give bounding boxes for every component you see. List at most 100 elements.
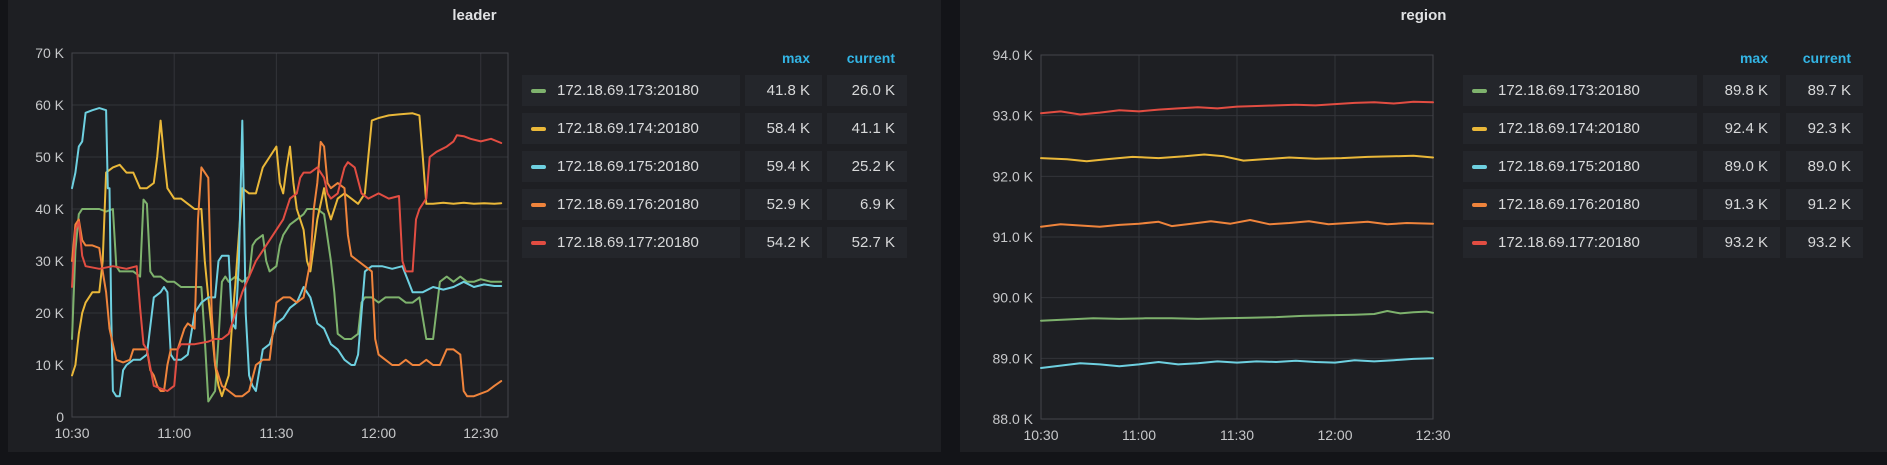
series-name: 172.18.69.173:20180 [1498, 82, 1640, 99]
series-max-value: 41.8 K [745, 75, 822, 106]
svg-text:12:30: 12:30 [1415, 427, 1450, 443]
series-max-value: 89.8 K [1703, 75, 1780, 106]
series-toggle[interactable]: 172.18.69.175:20180 [1463, 151, 1697, 182]
svg-text:10 K: 10 K [35, 357, 64, 373]
legend-row: 172.18.69.175:20180 89.0 K 89.0 K [1463, 151, 1863, 182]
svg-text:89.0 K: 89.0 K [993, 350, 1034, 366]
series-current-value: 25.2 K [827, 151, 907, 182]
svg-text:0: 0 [56, 409, 64, 425]
series-name: 172.18.69.176:20180 [1498, 196, 1640, 213]
series-name: 172.18.69.177:20180 [557, 234, 699, 251]
series-color-swatch [1472, 126, 1487, 131]
series-name: 172.18.69.175:20180 [557, 158, 699, 175]
leader-timeseries-chart[interactable]: 0 10 K 20 K 30 K 40 K 50 K 60 K 70 K 10:30 11:00 1… [8, 0, 941, 452]
series-color-swatch [1472, 202, 1487, 207]
legend-table-region: max current 172.18.69.173:20180 89.8 K 8… [1463, 46, 1863, 265]
series-max-value: 58.4 K [745, 113, 822, 144]
series-toggle[interactable]: 172.18.69.176:20180 [1463, 189, 1697, 220]
series-max-value: 52.9 K [745, 189, 822, 220]
series-toggle[interactable]: 172.18.69.177:20180 [522, 227, 740, 258]
legend-row: 172.18.69.176:20180 52.9 K 6.9 K [522, 189, 907, 220]
legend-table-leader: max current 172.18.69.173:20180 41.8 K 2… [522, 46, 907, 265]
legend-header-spacer [522, 46, 740, 70]
svg-text:11:30: 11:30 [1220, 427, 1254, 443]
series-color-swatch [1472, 240, 1487, 245]
legend-header-current[interactable]: current [1802, 50, 1851, 66]
svg-text:70 K: 70 K [35, 45, 64, 61]
legend-row: 172.18.69.177:20180 54.2 K 52.7 K [522, 227, 907, 258]
series-max-value: 91.3 K [1703, 189, 1780, 220]
series-toggle[interactable]: 172.18.69.173:20180 [522, 75, 740, 106]
legend-row: 172.18.69.177:20180 93.2 K 93.2 K [1463, 227, 1863, 258]
svg-text:11:30: 11:30 [259, 425, 293, 441]
panel-title-region[interactable]: region [1400, 7, 1447, 24]
series-color-swatch [531, 126, 546, 131]
series-color-swatch [1472, 164, 1487, 169]
legend-row: 172.18.69.176:20180 91.3 K 91.2 K [1463, 189, 1863, 220]
panel-title-leader[interactable]: leader [452, 7, 497, 24]
series-toggle[interactable]: 172.18.69.175:20180 [522, 151, 740, 182]
series-max-value: 92.4 K [1703, 113, 1780, 144]
legend-row: 172.18.69.174:20180 92.4 K 92.3 K [1463, 113, 1863, 144]
legend-row: 172.18.69.173:20180 89.8 K 89.7 K [1463, 75, 1863, 106]
series-name: 172.18.69.176:20180 [557, 196, 699, 213]
svg-text:10:30: 10:30 [54, 425, 89, 441]
series-toggle[interactable]: 172.18.69.173:20180 [1463, 75, 1697, 106]
series-current-value: 41.1 K [827, 113, 907, 144]
svg-text:12:00: 12:00 [1317, 427, 1352, 443]
series-name: 172.18.69.174:20180 [557, 120, 699, 137]
series-toggle[interactable]: 172.18.69.176:20180 [522, 189, 740, 220]
series-color-swatch [531, 202, 546, 207]
series-color-swatch [1472, 88, 1487, 93]
series-toggle[interactable]: 172.18.69.177:20180 [1463, 227, 1697, 258]
legend-header-max[interactable]: max [781, 50, 810, 66]
svg-text:12:30: 12:30 [463, 425, 498, 441]
svg-text:30 K: 30 K [35, 253, 64, 269]
series-current-value: 89.0 K [1786, 151, 1863, 182]
series-max-value: 93.2 K [1703, 227, 1780, 258]
legend-header-spacer [1463, 46, 1697, 70]
svg-text:40 K: 40 K [35, 201, 64, 217]
legend-row: 172.18.69.175:20180 59.4 K 25.2 K [522, 151, 907, 182]
series-color-swatch [531, 88, 546, 93]
svg-text:91.0 K: 91.0 K [993, 229, 1034, 245]
series-current-value: 89.7 K [1786, 75, 1863, 106]
legend-header: max current [522, 46, 907, 70]
svg-text:90.0 K: 90.0 K [993, 290, 1034, 306]
series-name: 172.18.69.177:20180 [1498, 234, 1640, 251]
svg-text:60 K: 60 K [35, 97, 64, 113]
series-name: 172.18.69.174:20180 [1498, 120, 1640, 137]
panel-region: region 88.0 K 89.0 K 90.0 K 91.0 K 92.0 K 93.… [960, 0, 1887, 452]
series-color-swatch [531, 240, 546, 245]
series-current-value: 93.2 K [1786, 227, 1863, 258]
svg-text:12:00: 12:00 [361, 425, 396, 441]
legend-header-current[interactable]: current [846, 50, 895, 66]
svg-text:20 K: 20 K [35, 305, 64, 321]
legend-header: max current [1463, 46, 1863, 70]
series-max-value: 89.0 K [1703, 151, 1780, 182]
legend-row: 172.18.69.174:20180 58.4 K 41.1 K [522, 113, 907, 144]
series-max-value: 54.2 K [745, 227, 822, 258]
svg-text:94.0 K: 94.0 K [993, 47, 1034, 63]
legend-row: 172.18.69.173:20180 41.8 K 26.0 K [522, 75, 907, 106]
series-current-value: 92.3 K [1786, 113, 1863, 144]
svg-text:92.0 K: 92.0 K [993, 168, 1034, 184]
series-max-value: 59.4 K [745, 151, 822, 182]
svg-text:10:30: 10:30 [1023, 427, 1058, 443]
svg-text:50 K: 50 K [35, 149, 64, 165]
series-current-value: 6.9 K [827, 189, 907, 220]
series-color-swatch [531, 164, 546, 169]
series-current-value: 91.2 K [1786, 189, 1863, 220]
legend-header-max[interactable]: max [1739, 50, 1768, 66]
svg-text:11:00: 11:00 [1122, 427, 1156, 443]
svg-text:88.0 K: 88.0 K [993, 411, 1034, 427]
series-toggle[interactable]: 172.18.69.174:20180 [1463, 113, 1697, 144]
series-current-value: 52.7 K [827, 227, 907, 258]
panel-leader: leader 0 10 K 20 K 30 K 40 K 50 K 60 K 70 K 10:3… [8, 0, 941, 452]
series-current-value: 26.0 K [827, 75, 907, 106]
series-toggle[interactable]: 172.18.69.174:20180 [522, 113, 740, 144]
svg-text:93.0 K: 93.0 K [993, 108, 1034, 124]
series-name: 172.18.69.175:20180 [1498, 158, 1640, 175]
region-timeseries-chart[interactable]: 88.0 K 89.0 K 90.0 K 91.0 K 92.0 K 93.0 K 94.0… [960, 0, 1887, 452]
